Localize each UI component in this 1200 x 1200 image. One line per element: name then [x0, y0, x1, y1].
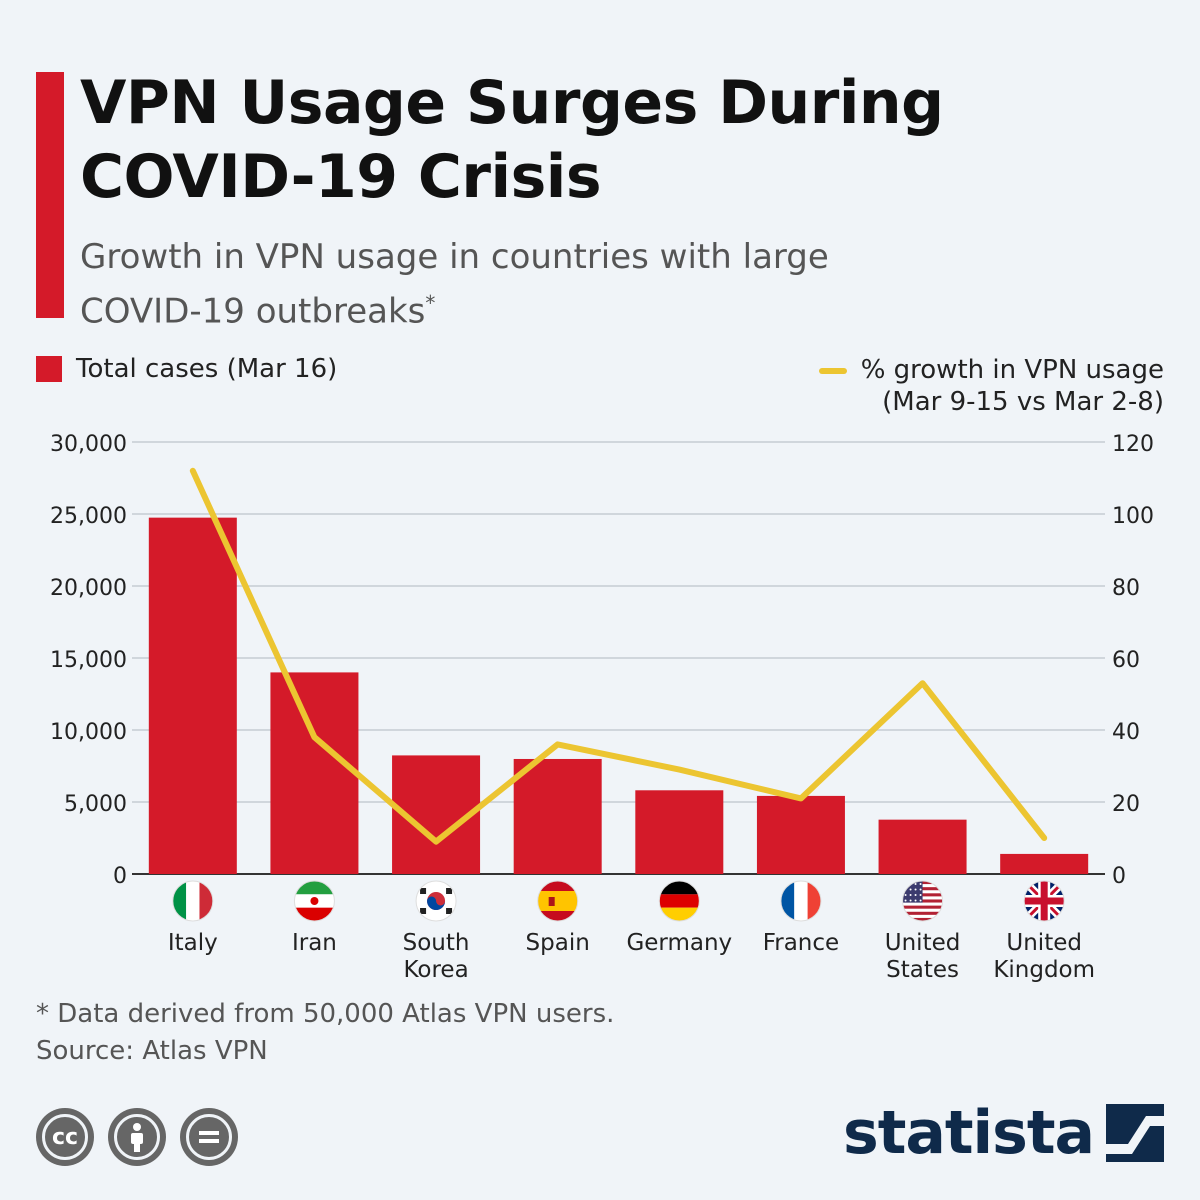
x-tick-label: France — [763, 930, 839, 956]
x-tick-label: Spain — [526, 930, 590, 956]
legend-bar-label: Total cases (Mar 16) — [76, 354, 338, 384]
x-tick-label: Italy — [168, 930, 218, 956]
license-icons: cc — [36, 1108, 238, 1166]
legend-line-label: % growth in VPN usage — [860, 355, 1164, 385]
footnote: * Data derived from 50,000 Atlas VPN use… — [36, 996, 614, 1070]
bar — [756, 795, 845, 874]
x-tick-label: Iran — [292, 930, 337, 956]
legend-line-swatch — [818, 367, 847, 374]
subtitle-footnote-mark: * — [425, 291, 436, 315]
x-tick-label: South — [403, 930, 470, 956]
y-right-tick-label: 80 — [1112, 576, 1140, 601]
x-tick-label: Germany — [626, 930, 732, 956]
bar — [1000, 853, 1089, 874]
united-kingdom-flag-icon — [1023, 880, 1065, 922]
legend-line-sublabel: (Mar 9-15 vs Mar 2-8) — [882, 387, 1164, 417]
iran-flag-icon — [293, 880, 335, 922]
x-tick-label: United — [1006, 930, 1082, 956]
accent-bar — [36, 72, 64, 318]
statista-logo-icon — [1106, 1104, 1164, 1162]
x-tick-label: Korea — [403, 957, 468, 983]
france-flag-icon — [780, 880, 822, 922]
footnote-source: Source: Atlas VPN — [36, 1036, 268, 1066]
y-right-tick-label: 40 — [1112, 720, 1140, 745]
brand-name: statista — [842, 1098, 1095, 1168]
chart: 0 5,000 10,000 15,000 20,000 25,000 30,000 0 20 4… — [50, 432, 1154, 983]
bar — [635, 790, 724, 874]
south-korea-flag-icon — [415, 880, 457, 922]
no-derivatives-icon[interactable] — [180, 1108, 238, 1166]
legend-bar-swatch — [36, 356, 62, 382]
attribution-icon[interactable] — [108, 1108, 166, 1166]
bar — [148, 517, 237, 874]
cc-icon[interactable]: cc — [36, 1108, 94, 1166]
page-title: VPN Usage Surges During COVID-19 Crisis — [80, 68, 944, 212]
italy-flag-icon — [172, 880, 214, 922]
spain-flag-icon — [537, 880, 579, 922]
legend-bars: Total cases (Mar 16) — [36, 354, 337, 384]
page-subtitle: Growth in VPN usage in countries with la… — [80, 234, 880, 334]
bar — [878, 819, 967, 874]
y-left-tick-label: 5,000 — [64, 792, 127, 817]
bar — [513, 758, 602, 874]
y-right-tick-label: 20 — [1112, 792, 1140, 817]
footnote-note: * Data derived from 50,000 Atlas VPN use… — [36, 999, 615, 1029]
y-left-tick-label: 10,000 — [50, 720, 127, 745]
bar — [270, 672, 359, 874]
y-left-tick-label: 0 — [113, 864, 127, 889]
x-tick-label: Kingdom — [993, 957, 1095, 983]
y-left-tick-label: 15,000 — [50, 648, 127, 673]
y-left-tick-label: 30,000 — [50, 432, 127, 457]
vpn-growth-line — [189, 467, 1048, 845]
y-right-tick-label: 60 — [1112, 648, 1140, 673]
x-tick-label: United — [885, 930, 961, 956]
brand-logo[interactable]: statista — [843, 1098, 1164, 1168]
united-states-flag-icon — [902, 880, 944, 922]
y-right-tick-label: 0 — [1112, 864, 1126, 889]
y-left-tick-label: 20,000 — [50, 576, 127, 601]
subtitle-text: Growth in VPN usage in countries with la… — [80, 237, 829, 332]
y-left-tick-label: 25,000 — [50, 504, 127, 529]
germany-flag-icon — [658, 880, 700, 922]
y-right-tick-label: 100 — [1112, 504, 1154, 529]
legend-line: % growth in VPN usage (Mar 9-15 vs Mar 2… — [818, 354, 1164, 418]
y-right-tick-label: 120 — [1112, 432, 1154, 457]
x-tick-label: States — [886, 957, 959, 983]
